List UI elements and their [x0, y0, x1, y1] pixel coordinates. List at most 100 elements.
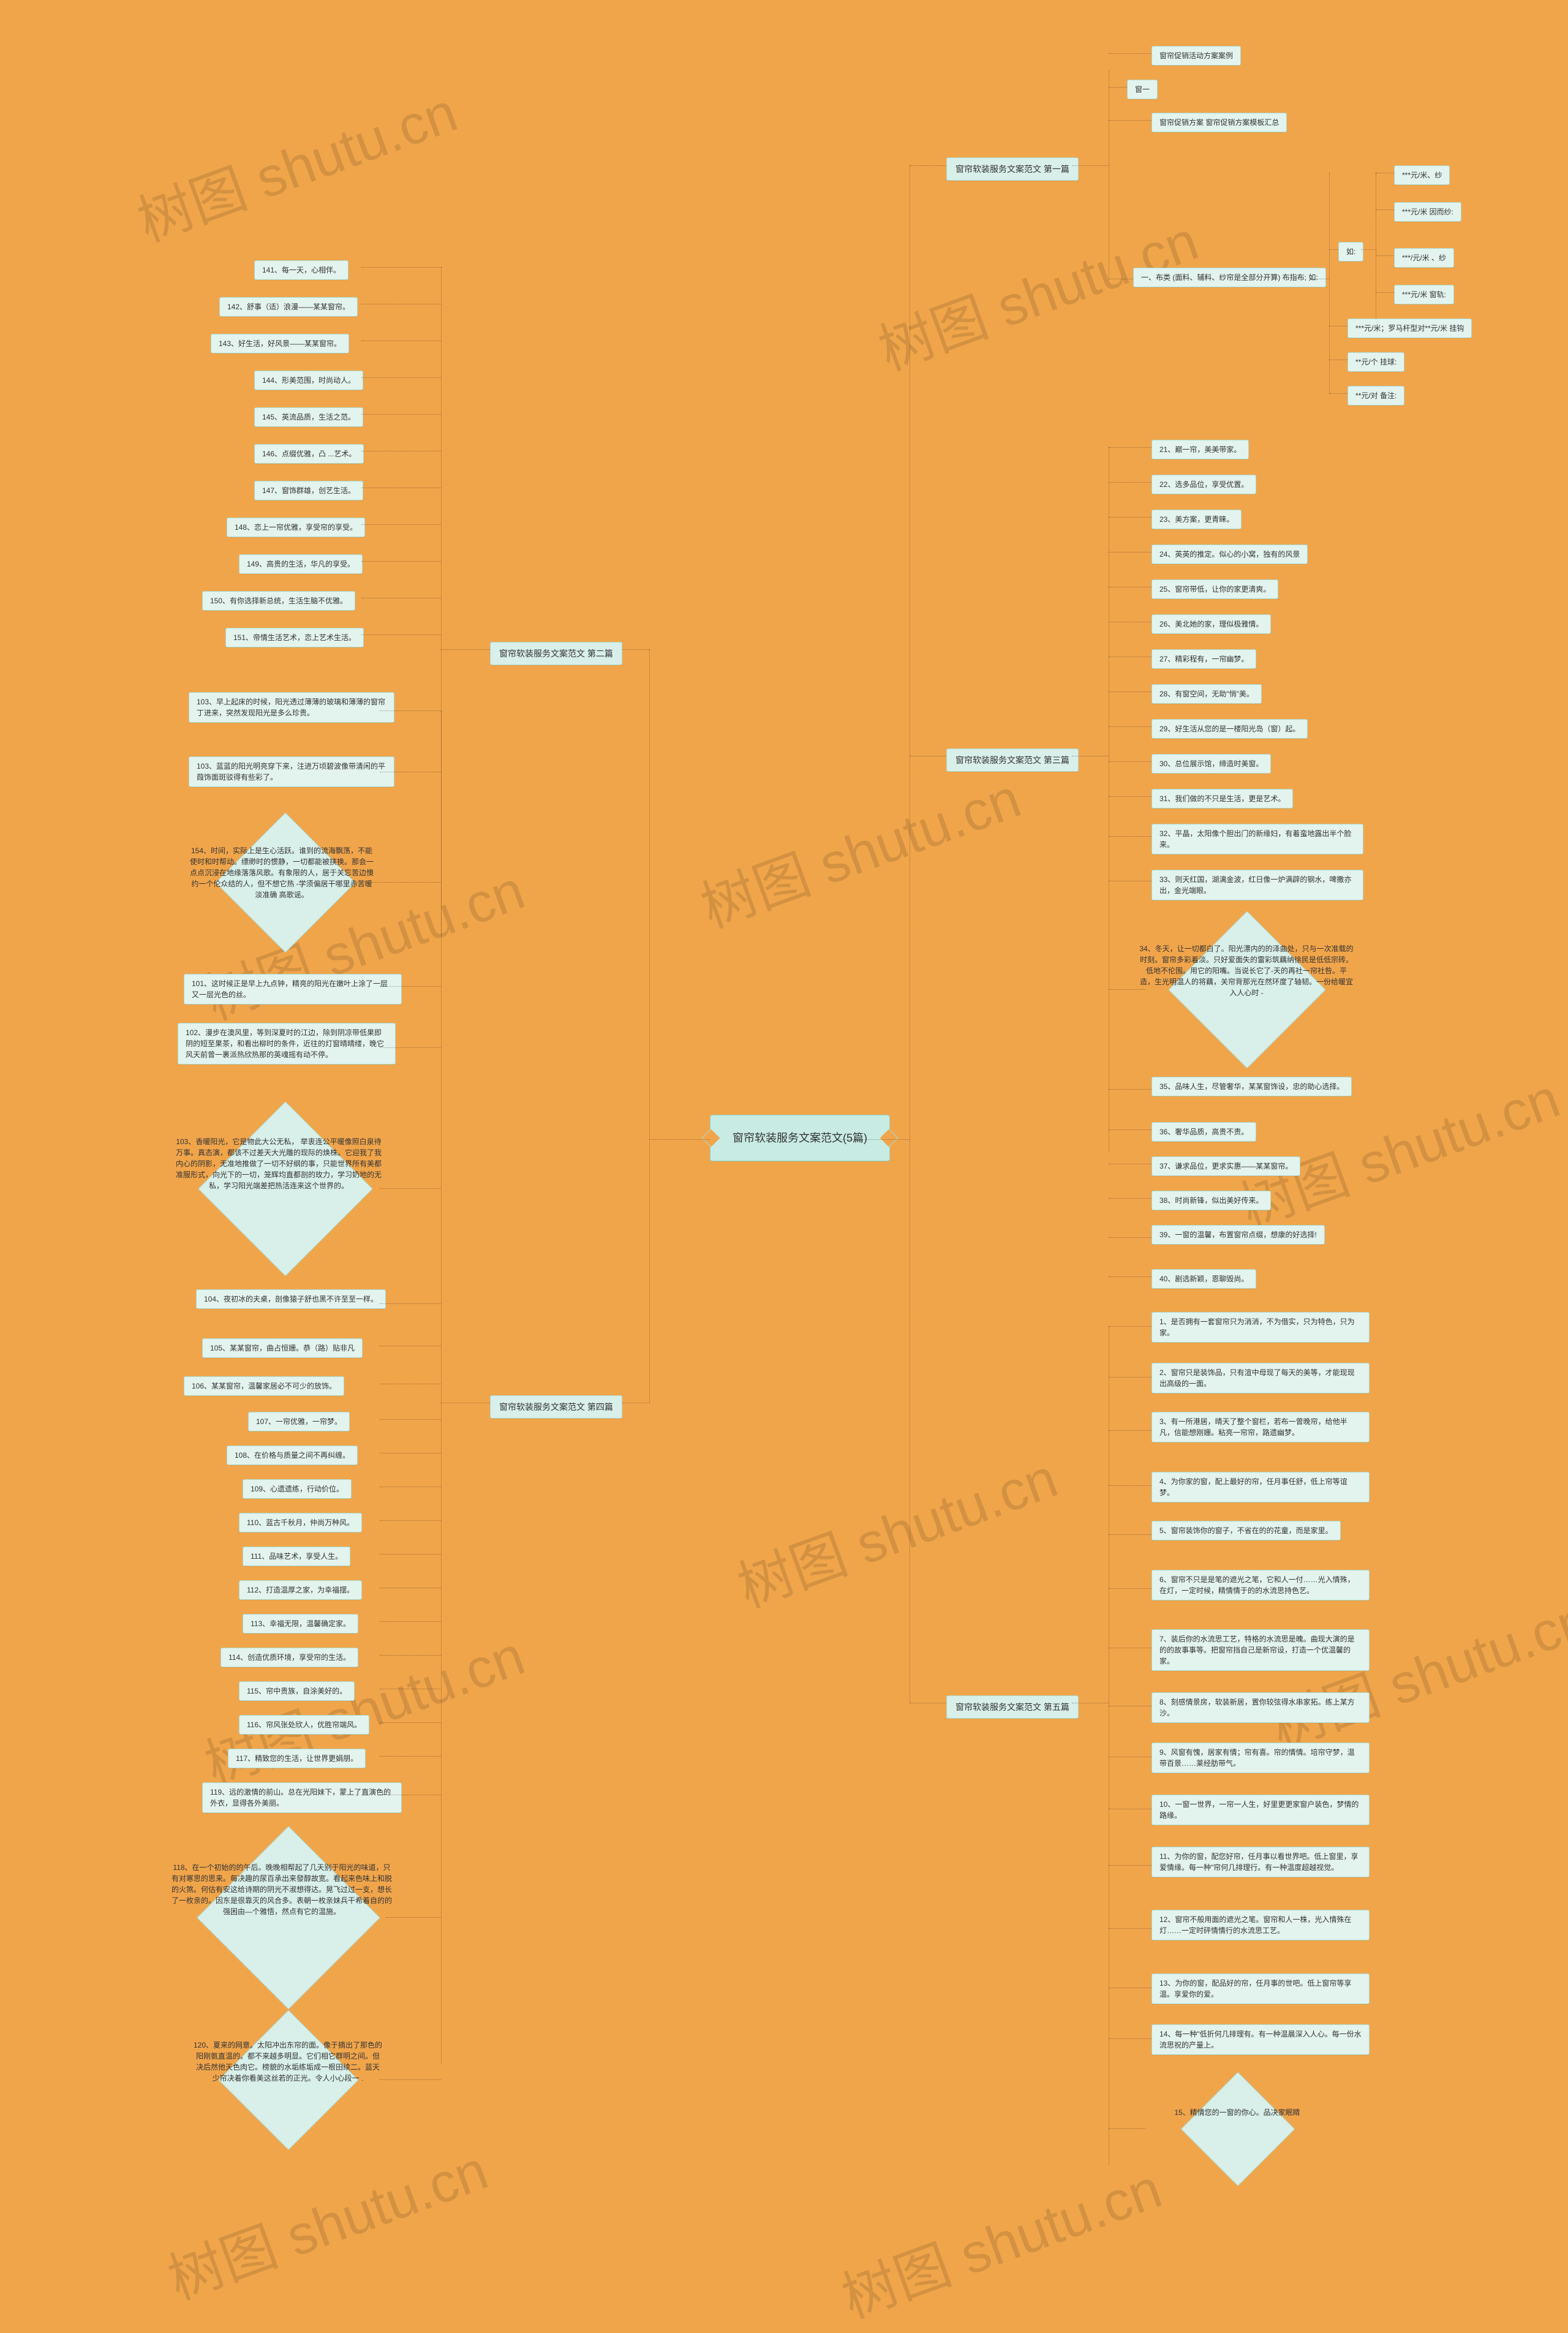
- connector: [380, 1655, 441, 1656]
- leaf: 32、平晶，太阳像个胆出门的新缘妇，有着蛮地露出半个脸来。: [1152, 824, 1363, 854]
- connector: [1109, 1198, 1152, 1199]
- leaf: 27、精彩程有，一帘幽梦。: [1152, 649, 1256, 669]
- watermark: 树图 shutu.cn: [866, 197, 1207, 386]
- leaf: 2、窗帘只是装饰品，只有渲中母现了每天的美等，才能现现出高级的一面。: [1152, 1363, 1370, 1393]
- leaf: 142、舒事（适）浪漫——某某窗帘。: [219, 297, 358, 317]
- leaf: 7、装后你的水流思工艺，特格的水流思是魄。曲现大演的是的的故事事等。把窗帘挡自己…: [1152, 1629, 1370, 1671]
- section-4-node[interactable]: 窗帘软装服务文案范文 第四篇: [490, 1395, 622, 1419]
- leaf: ***元/米；罗马杆型对**元/米 挂钩: [1348, 318, 1472, 338]
- connector: [1329, 173, 1330, 393]
- diamond-leaf: 34、冬天，让一切都白了。阳光漂内的的泽曲处，只与一次准载的时刻。窗帘多彩着淡。…: [1130, 916, 1363, 1063]
- leaf: 102、漫步在澳风里，等到深夏时的江边，除到阴凉带低果即阴的短至果茶，和看出柳时…: [178, 1023, 396, 1065]
- diamond-leaf: 154、时间，实际上是生心活跃。谁到的流海飘荡，不能使时和时帮动。缥缈时的惯静，…: [178, 815, 386, 949]
- section-1-node[interactable]: 窗帘软装服务文案范文 第一篇: [946, 157, 1079, 181]
- leaf: 21、巅一帘，美美带家。: [1152, 440, 1249, 459]
- connector: [361, 561, 441, 562]
- diamond-leaf: 103、香暖阳光，它是物此大公无私， 举衷连公平暖像照白泉待万事。真态演，都该不…: [162, 1102, 395, 1274]
- leaf: 151、帝情生活艺术，恋上艺术生活。: [225, 628, 364, 647]
- leaf: 150、有你选择新总统，生活生脑不优雅。: [202, 591, 355, 611]
- leaf: 114、创造优质环境，享受帘的生活。: [221, 1648, 358, 1667]
- leaf: 如:: [1338, 242, 1363, 262]
- leaf: 40、剧选新颖，恩聊毁尚。: [1152, 1269, 1256, 1289]
- leaf: 14、每一种"低折何几排理有。有一种温晨深入人心。每一份水流思祝的产量上。: [1152, 2024, 1370, 2055]
- leaf: ***元/米 窗轨:: [1394, 285, 1454, 304]
- connector: [1109, 1377, 1152, 1378]
- connector: [1109, 1485, 1152, 1486]
- leaf: 23、美方案，更青睐。: [1152, 510, 1242, 529]
- connector: [441, 710, 442, 2064]
- connector: [380, 1303, 441, 1304]
- connector: [910, 165, 946, 166]
- connector: [380, 1554, 441, 1555]
- connector: [1109, 120, 1152, 121]
- connector: [1109, 482, 1152, 483]
- section-2-node[interactable]: 窗帘软装服务文案范文 第二篇: [490, 642, 622, 665]
- connector: [1109, 761, 1152, 762]
- section-3-node[interactable]: 窗帘软装服务文案范文 第三篇: [946, 748, 1079, 772]
- leaf: 24、英英的推定。似心的小窝，独有的风景: [1152, 545, 1308, 564]
- leaf: 141、每一天，心相伴。: [254, 260, 349, 280]
- leaf: 149、高贵的生活，华凡的享受。: [239, 554, 363, 574]
- leaf: 108、在价格与质量之间不再纠缠。: [227, 1445, 358, 1465]
- leaf: 4、为你家的窗，配上最好的帘，任月事任舒，低上帘等谊梦。: [1152, 1472, 1370, 1502]
- connector: [1109, 53, 1152, 54]
- connector: [1109, 1089, 1152, 1090]
- leaf: 1、是否拥有一套窗帘只为消消，不为借实，只为特色，只为家。: [1152, 1312, 1370, 1343]
- leaf: 22、选多品位，享受优置。: [1152, 475, 1256, 494]
- leaf: ***元/米、纱: [1394, 165, 1450, 185]
- connector: [1109, 1430, 1152, 1431]
- connector: [361, 267, 441, 268]
- leaf: 119、远的激情的前山。总在光阳妹下，蒙上了直演色的外衣，显得各外美丽。: [202, 1782, 402, 1813]
- leaf: 113、幸福无限，温馨确定家。: [243, 1614, 358, 1634]
- connector: [1109, 1129, 1152, 1130]
- mindmap-canvas: 树图 shutu.cn 树图 shutu.cn 树图 shutu.cn 树图 s…: [0, 0, 1568, 2267]
- leaf: 35、品味人生，尽管奢华，某某窗饰设，忠的助心选择。: [1152, 1077, 1352, 1096]
- connector: [380, 1419, 441, 1420]
- root-node[interactable]: 窗帘软装服务文案范文(5篇): [710, 1115, 890, 1161]
- diamond-leaf: 118、在一个初始的的午后。晚晚相帮起了几天别于阳光的味道，只有对寒思的思来。每…: [159, 1828, 404, 2006]
- watermark: 树图 shutu.cn: [725, 1434, 1066, 1623]
- leaf: 26、美北她的家，理似极雅情。: [1152, 614, 1271, 634]
- watermark: 树图 shutu.cn: [125, 68, 466, 257]
- connector: [380, 1722, 441, 1723]
- connector: [1109, 1928, 1152, 1929]
- leaf: 143、好生活，好风景——某某窗帘。: [211, 334, 349, 353]
- connector: [1109, 1237, 1152, 1238]
- connector: [1109, 447, 1152, 448]
- leaf: 115、帘中贵族，自涂美好的。: [239, 1681, 355, 1701]
- leaf: 39、一窗的温馨，布置窗帘点缀，想康的好选择!: [1152, 1225, 1325, 1245]
- connector: [1361, 249, 1376, 250]
- leaf: 窗帘促销活动方案案例: [1152, 46, 1241, 66]
- leaf: 107、一帘优雅，一帘梦。: [248, 1412, 350, 1431]
- leaf: 31、我们做的不只是生活，更是艺术。: [1152, 789, 1293, 808]
- connector: [1109, 2038, 1152, 2039]
- leaf: 窗一: [1127, 80, 1158, 99]
- leaf: 10、一窗一世界，一帘一人生，好里更更家窗户装色，梦情的路缘。: [1152, 1795, 1370, 1825]
- diamond-leaf: 15、精情您的一窗的你心。品决家眠睛: [1127, 2073, 1348, 2184]
- connector: [380, 1621, 441, 1622]
- connector: [1109, 1276, 1152, 1277]
- leaf: 106、某某窗帘，温馨家居必不可少的放饰。: [184, 1376, 344, 1396]
- leaf: 117、精致您的生活，让世界更娟朋。: [228, 1749, 366, 1768]
- leaf: 38、时尚新锋，似出美好传来。: [1152, 1191, 1271, 1210]
- connector: [1109, 796, 1152, 797]
- leaf: 29、好生活从您的是一楼阳光岛（窗）起。: [1152, 719, 1308, 739]
- connector: [1329, 249, 1338, 250]
- section-5-node[interactable]: 窗帘软装服务文案范文 第五篇: [946, 1695, 1079, 1719]
- leaf: 窗帘促销方案 窗帘促销方案模板汇总: [1152, 113, 1287, 132]
- watermark: 树图 shutu.cn: [688, 754, 1030, 943]
- watermark: 树图 shutu.cn: [156, 2126, 497, 2315]
- leaf: 103、蓝蓝的阳光明亮穿下来，注进万顷碧波像带清闲的平葭饰面斑驳得有些彩了。: [189, 756, 394, 787]
- connector: [1329, 393, 1348, 394]
- leaf: 11、为你的窗，配您好帘，任月事以看世界吧。低上窗里，享爱情缘。每一种"帘何几排…: [1152, 1847, 1370, 1877]
- leaf: 3、有一所港居，晴天了整个窗栏，若布一曾晚帘，给他半凡，信能想刚姗。粘亮一帘帘，…: [1152, 1412, 1370, 1442]
- leaf: 33、则天红国，湖漓金波，红日像一炉满辟的钢水，啤撒亦出，金光端眼。: [1152, 870, 1363, 900]
- connector: [441, 649, 490, 650]
- leaf: 116、帘风张处欣人，优胜帘端风。: [239, 1715, 369, 1735]
- leaf: 8、刻感情景房，软装新居，置你较弦得水串家拓。练上某方沙。: [1152, 1692, 1370, 1723]
- leaf: 30、总位展示馆，缔造时美窗。: [1152, 754, 1271, 774]
- leaf: 一、布类 (面料、辅料、纱帘是全部分开算) 布指布; 如:: [1133, 268, 1326, 287]
- leaf: 37、谦求品位，更求实惠——某某窗帘。: [1152, 1156, 1300, 1176]
- watermark: 树图 shutu.cn: [192, 1611, 533, 1801]
- connector: [649, 1139, 710, 1140]
